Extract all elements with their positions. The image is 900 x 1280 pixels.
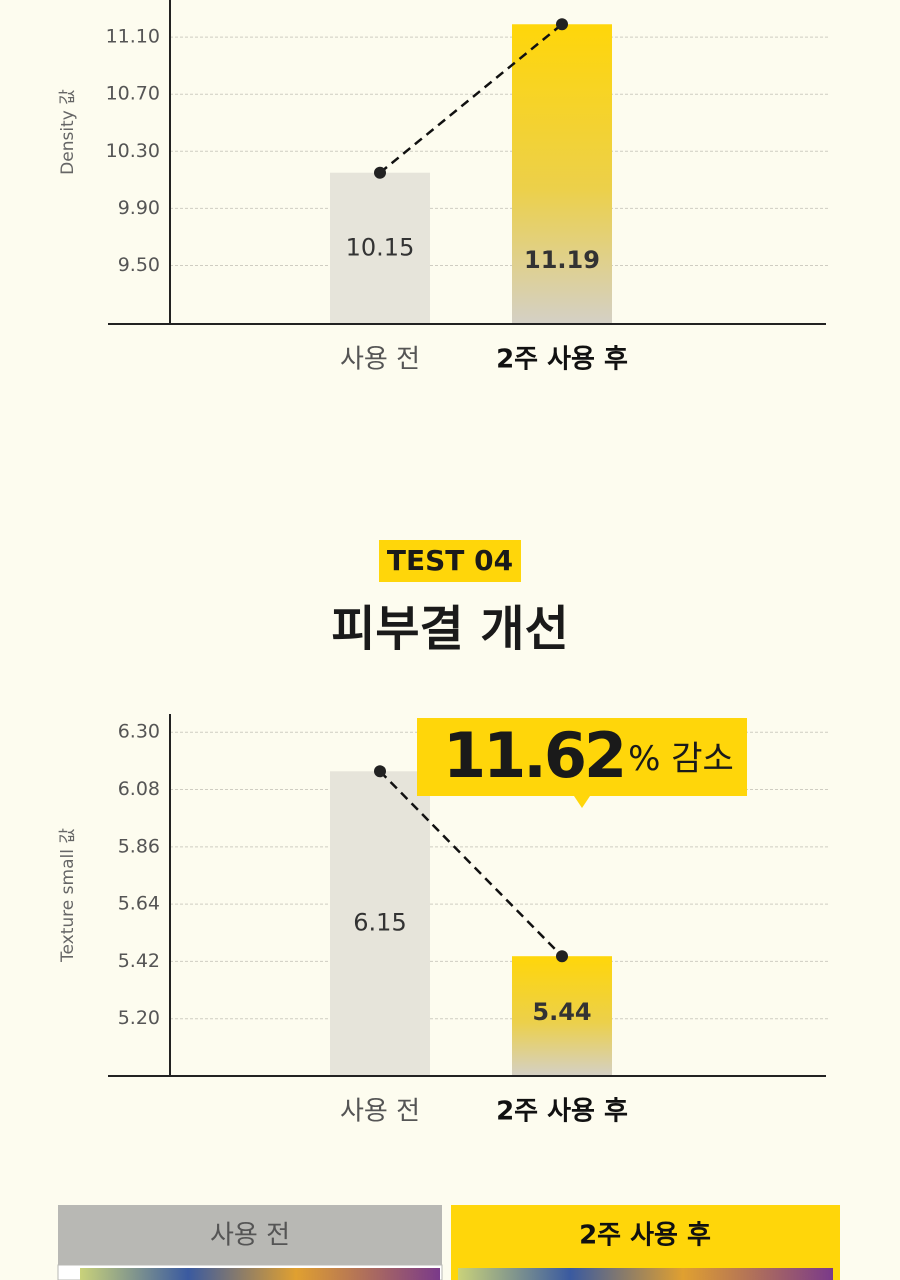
x-tick-label: 사용 전 [340,1097,420,1127]
annotation-box [417,718,747,796]
bar [330,172,430,324]
y-tick-label: 10.30 [106,140,160,162]
after-image [458,1268,833,1280]
trend-line [379,770,563,958]
y-tick-label: 10.70 [106,83,160,105]
badge-bg [379,540,521,582]
trend-dot [374,765,386,778]
trend-dot [374,166,386,179]
y-tick-label: 6.08 [118,778,160,800]
y-tick-label: 5.20 [118,1007,160,1029]
badge: TEST 04 [387,544,513,577]
y-axis-label: Density 값 [58,89,78,175]
annotation-pointer [574,796,590,808]
x-tick-label: 2주 사용 후 [496,345,628,375]
before-label: 사용 전 [210,1221,290,1251]
y-tick-label: 9.50 [118,254,160,276]
y-axis-label: Texture small 값 [58,828,78,963]
annotation-value: 11.62 [443,719,624,792]
before-header [58,1205,442,1265]
trend-dot [556,950,568,963]
bar [512,24,612,325]
y-tick-label: 9.90 [118,197,160,219]
y-tick-label: 5.86 [118,835,160,857]
section-title: 피부결 개선 [331,601,569,657]
x-tick-label: 2주 사용 후 [496,1097,628,1127]
y-tick-label: 5.42 [118,950,160,972]
value-label: 5.44 [532,998,591,1026]
value-label: 10.15 [346,233,415,261]
annotation: 11.62% 감소 [443,719,734,792]
trend-dot [556,18,568,31]
y-tick-label: 6.30 [118,721,160,743]
x-tick-label: 사용 전 [340,345,420,375]
value-label: 11.19 [524,246,600,274]
value-label: 6.15 [353,909,406,937]
trend-line [379,23,563,174]
after-header [451,1205,840,1265]
bar [330,771,430,1076]
after-label: 2주 사용 후 [579,1221,711,1251]
y-tick-label: 5.64 [118,893,160,915]
annotation-label: % 감소 [628,739,734,779]
before-image [80,1268,440,1280]
bar [512,956,612,1076]
y-tick-label: 11.10 [106,26,160,48]
